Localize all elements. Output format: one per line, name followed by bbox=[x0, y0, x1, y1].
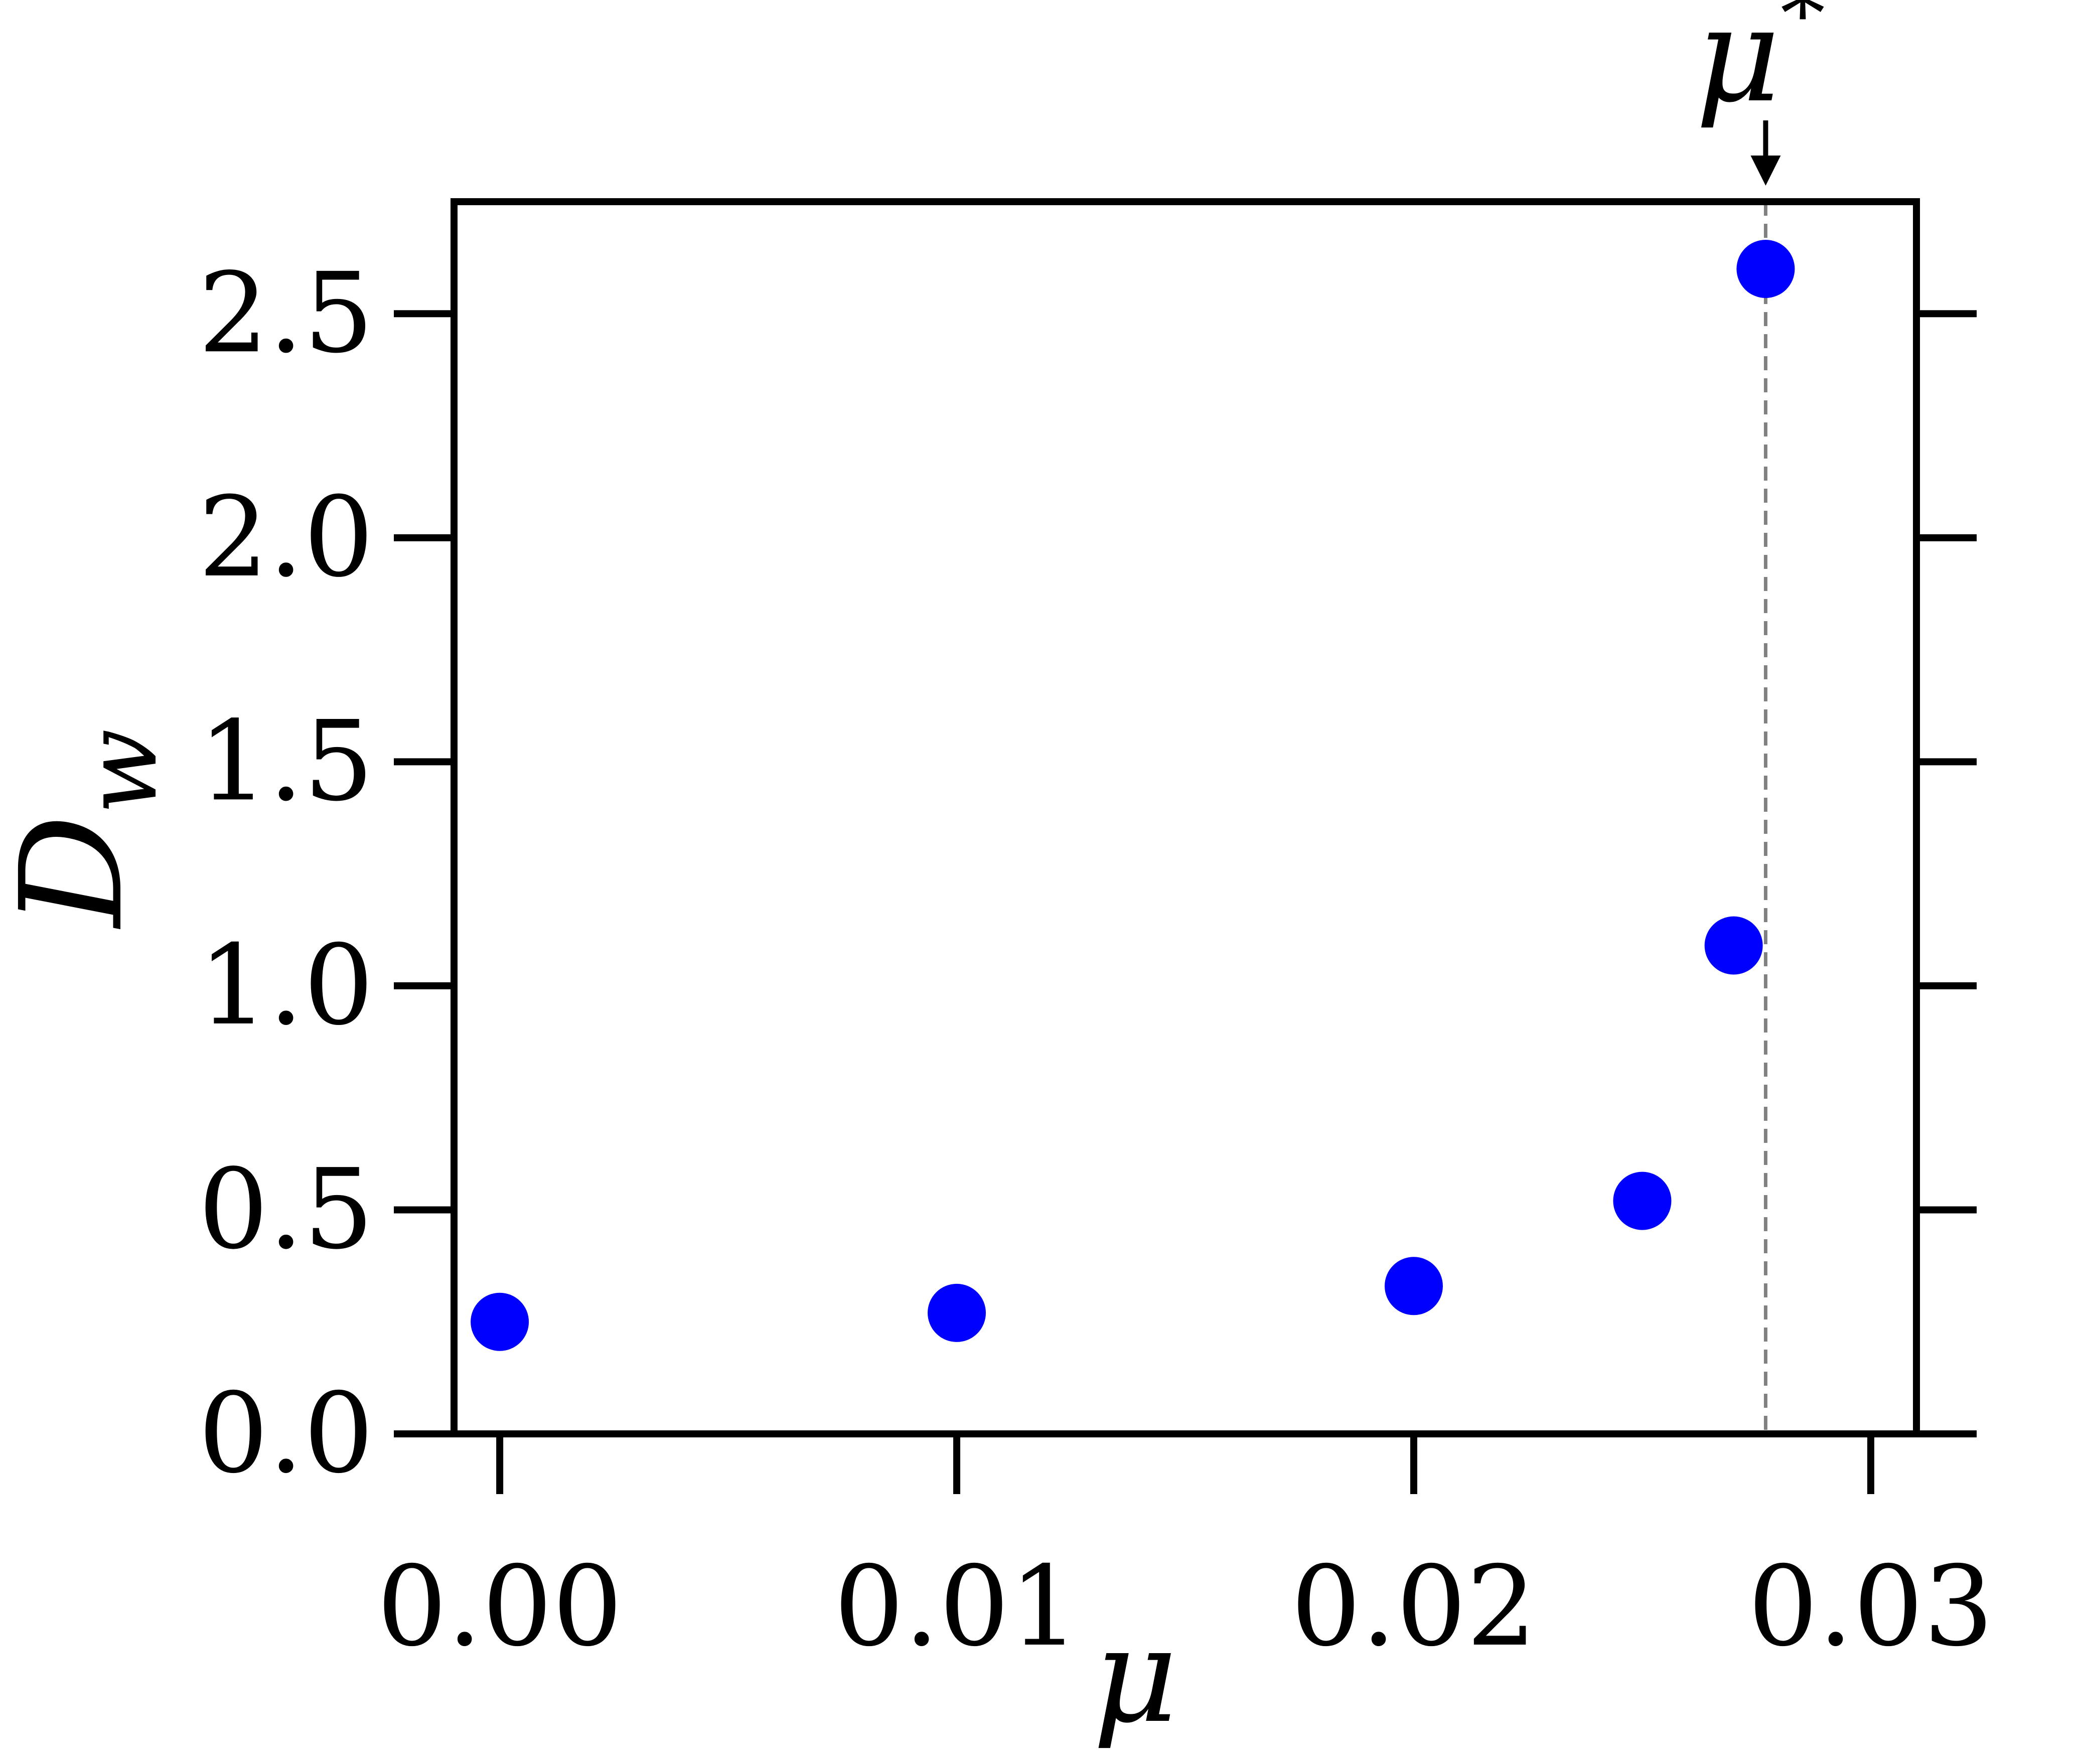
plot-frame bbox=[451, 198, 1920, 1437]
x-tick-label: 0.00 bbox=[377, 1542, 623, 1671]
y-axis-label-subscript: w bbox=[63, 728, 180, 814]
y-tick-label: 2.5 bbox=[198, 249, 374, 377]
critical-value-label-main: μ bbox=[1695, 0, 1780, 131]
x-tick-label: 0.03 bbox=[1748, 1542, 1994, 1671]
x-axis-label: μ bbox=[1093, 1600, 1177, 1752]
critical-value-arrow-head bbox=[1750, 156, 1781, 186]
y-tick-label: 1.0 bbox=[198, 921, 374, 1050]
data-point bbox=[1613, 1171, 1672, 1230]
data-point bbox=[1384, 1257, 1443, 1315]
data-point bbox=[928, 1283, 986, 1342]
y-tick-label: 0.5 bbox=[198, 1145, 374, 1273]
y-tick-label: 0.0 bbox=[198, 1369, 374, 1498]
y-axis-label: Dw bbox=[0, 728, 180, 929]
y-axis-label-main: D bbox=[0, 814, 154, 929]
points-layer bbox=[471, 239, 1795, 1351]
data-point bbox=[1736, 239, 1795, 298]
y-tick-label: 2.0 bbox=[198, 473, 374, 602]
ticks-layer bbox=[394, 310, 1977, 1494]
x-tick-label: 0.02 bbox=[1291, 1542, 1537, 1671]
data-point bbox=[471, 1292, 529, 1351]
x-tick-label: 0.01 bbox=[834, 1542, 1080, 1671]
critical-value-label-superscript: * bbox=[1780, 0, 1825, 67]
data-point bbox=[1704, 916, 1763, 975]
annotation-layer: μ* bbox=[1695, 0, 1825, 1434]
critical-value-label: μ* bbox=[1695, 0, 1825, 131]
labels-layer: 0.0 0.5 1.0 1.5 2.0 2.5 0.00 0.01 0.02 0.03 μ Dw bbox=[0, 249, 1994, 1752]
y-tick-label: 1.5 bbox=[198, 697, 374, 825]
